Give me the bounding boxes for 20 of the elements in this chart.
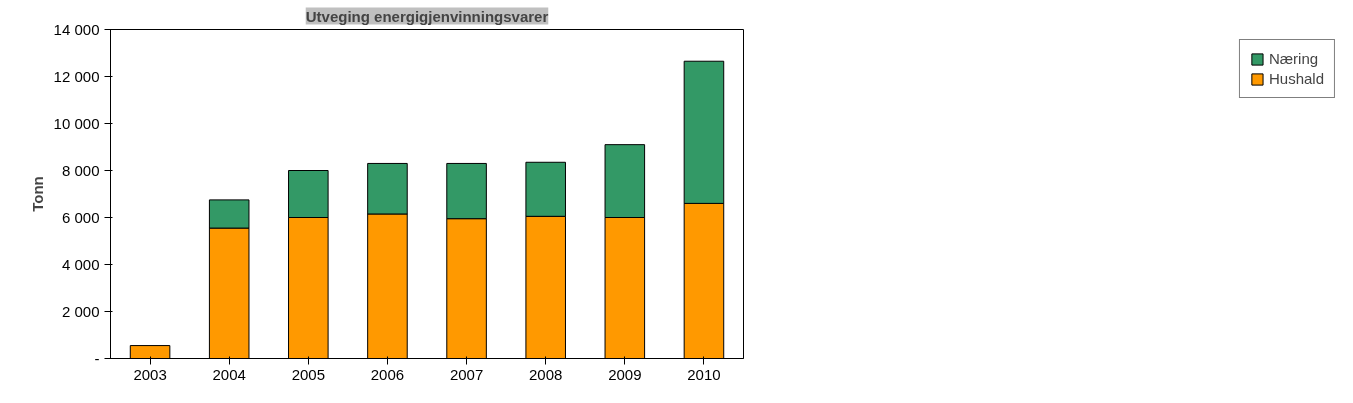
x-tick-label: 2003 [133, 365, 167, 383]
y-tick-label: - [94, 350, 100, 367]
y-tick-label: 14 000 [53, 21, 100, 38]
y-tick-label: 8 000 [61, 162, 100, 179]
y-tick-label: 12 000 [53, 68, 100, 85]
x-tick-label: 2009 [608, 365, 642, 383]
x-tick-label: 2004 [212, 365, 246, 383]
x-tick-label: 2007 [449, 365, 484, 383]
chart-title: Utveging energigjenvinningsvarer [305, 7, 549, 25]
y-tick-label: 10 000 [53, 115, 100, 132]
y-tick-label: 6 000 [61, 209, 100, 226]
y-tick-label: 2 000 [61, 303, 100, 320]
x-tick-label: 2005 [291, 365, 325, 383]
y-tick-label: 4 000 [61, 256, 100, 273]
legend-label: Næring [1268, 50, 1319, 67]
x-tick-label: 2010 [687, 365, 721, 383]
legend-label: Hushald [1268, 70, 1324, 87]
y-axis-title: Tonn [28, 176, 46, 212]
x-tick-label: 2008 [529, 365, 563, 383]
x-tick-label: 2006 [370, 365, 405, 383]
